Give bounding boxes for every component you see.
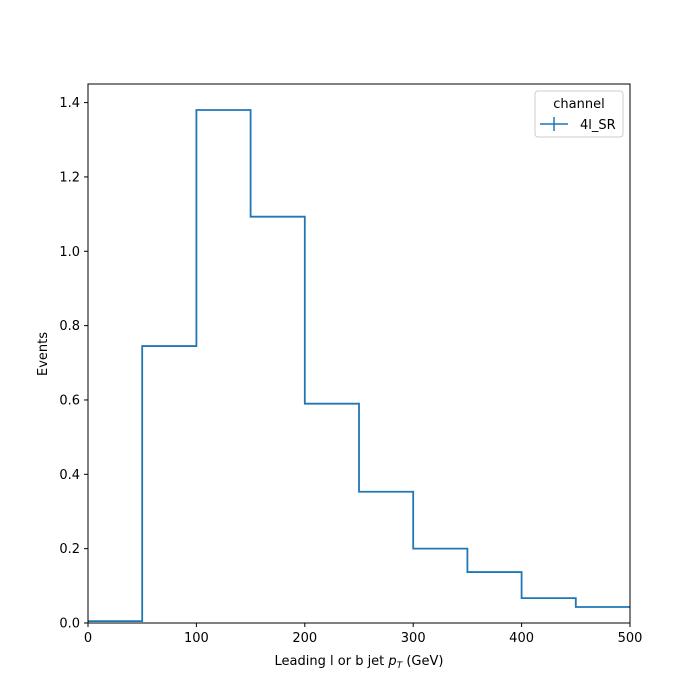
plot-area (87, 83, 631, 624)
y-tick-label: 0.0 (59, 617, 80, 632)
x-tick-label: 500 (618, 631, 643, 646)
x-axis-label-subscript: T (397, 661, 404, 671)
axes-frame (87, 83, 631, 624)
x-tick-label: 200 (292, 631, 317, 646)
legend-marker (540, 117, 568, 131)
x-tick-label: 0 (84, 631, 92, 646)
legend: channel 4l_SR (534, 90, 624, 138)
y-tick-label: 1.2 (59, 170, 80, 185)
y-tick-label: 0.2 (59, 542, 80, 557)
y-tick-label: 0.4 (59, 468, 80, 483)
legend-label: 4l_SR (580, 118, 616, 133)
y-tick-label: 0.6 (59, 393, 80, 408)
x-tick-label: 100 (184, 631, 209, 646)
y-axis-ticks: 0.0 0.2 0.4 0.6 0.8 1.0 1.2 1.4 (59, 96, 88, 632)
x-tick-label: 400 (509, 631, 534, 646)
x-tick-label: 300 (401, 631, 426, 646)
y-tick-label: 1.0 (59, 245, 80, 260)
x-axis-label-symbol: p (387, 654, 396, 669)
x-axis-ticks: 0 100 200 300 400 500 (84, 623, 643, 646)
legend-frame (534, 90, 624, 138)
series-4l-sr-step-line (88, 109, 630, 623)
x-axis-label: Leading l or b jet pT (GeV) (275, 654, 444, 671)
y-axis-label: Events (36, 332, 51, 376)
y-tick-label: 1.4 (59, 96, 80, 111)
x-axis-label-unit: (GeV) (406, 654, 443, 669)
x-axis-label-text: Leading l or b jet (275, 654, 385, 669)
legend-title: channel (553, 97, 604, 112)
y-tick-label: 0.8 (59, 319, 80, 334)
